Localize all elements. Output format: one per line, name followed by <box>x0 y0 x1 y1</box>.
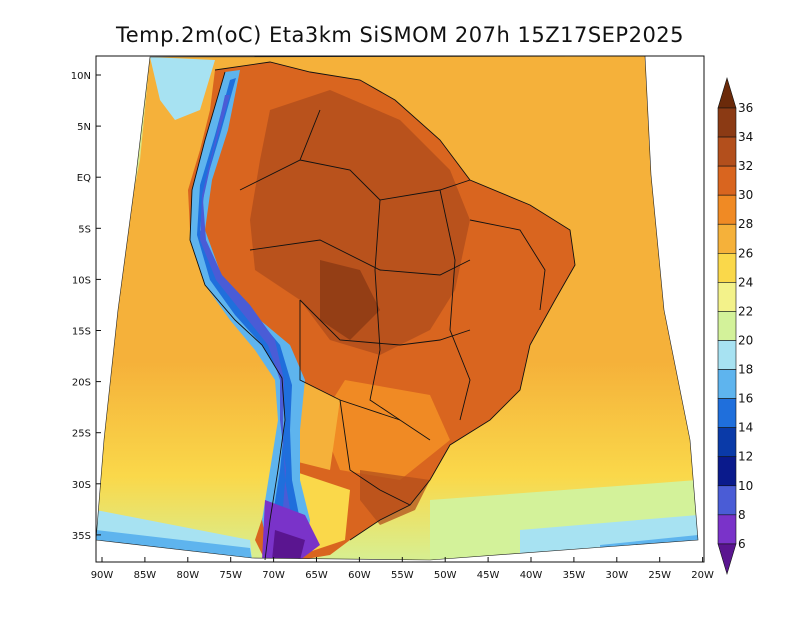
lon-tick-label: 40W <box>520 570 543 581</box>
border-3 <box>369 199 401 421</box>
lat-tick-label: 5S <box>78 224 91 235</box>
border-4 <box>439 189 471 421</box>
colorbar-label: 20 <box>738 333 753 347</box>
border-6 <box>339 399 411 506</box>
colorbar-bin <box>717 340 737 370</box>
border-2 <box>299 299 471 346</box>
colorbar-bin <box>717 485 737 516</box>
interior-hot <box>250 90 470 355</box>
lon-tick-label: 30W <box>605 570 628 581</box>
colorbar-label: 34 <box>738 130 753 144</box>
colorbar-label: 30 <box>738 188 753 202</box>
colorbar-label: 32 <box>738 159 753 173</box>
lon-tick-label: 90W <box>91 570 114 581</box>
colorbar-label: 10 <box>738 479 753 493</box>
colorbar-bin <box>717 311 737 341</box>
border-9 <box>469 219 546 311</box>
lat-tick-label: 5N <box>77 122 91 133</box>
colorbar: 36 34 32 30 28 26 24 22 20 18 16 14 12 10 8 6 <box>717 76 753 575</box>
colorbar-label: 28 <box>738 217 753 231</box>
lon-tick-label: 80W <box>176 570 199 581</box>
colorbar-bin <box>717 107 737 138</box>
lat-tick-label: 35S <box>72 531 91 542</box>
lat-tick-label: 20S <box>72 378 91 389</box>
colorbar-label: 14 <box>738 421 753 435</box>
lat-tick-label: 10S <box>72 275 91 286</box>
country-borders <box>189 61 576 561</box>
coastline-east <box>214 61 576 541</box>
colorbar-label: 8 <box>738 508 746 522</box>
colorbar-bin <box>717 514 737 545</box>
lat-tick-label: 10N <box>71 71 91 82</box>
latitude-axis: 10N 5N EQ 5S 10S 15S 20S 25S 30S 35S <box>71 71 101 542</box>
lat-tick-label: 25S <box>72 429 91 440</box>
colorbar-label: 16 <box>738 392 753 406</box>
colorbar-bin <box>717 398 737 428</box>
border-1 <box>249 239 471 276</box>
lon-tick-label: 75W <box>219 570 242 581</box>
coastline-west <box>189 71 286 561</box>
pacific-cool-north <box>150 57 215 120</box>
colorbar-top-arrow <box>717 76 737 109</box>
colorbar-label: 26 <box>738 246 753 260</box>
colorbar-bin <box>717 369 737 399</box>
temperature-field <box>96 56 698 560</box>
interior-hottest <box>320 260 380 340</box>
domain-outline <box>95 55 699 561</box>
lon-tick-label: 85W <box>134 570 157 581</box>
lat-tick-label: EQ <box>77 173 91 184</box>
colorbar-bin <box>717 253 737 283</box>
lon-tick-label: 50W <box>434 570 457 581</box>
colorbar-bin <box>717 456 737 487</box>
lon-tick-label: 60W <box>348 570 371 581</box>
border-7 <box>299 159 471 201</box>
colorbar-bin <box>717 194 737 225</box>
colorbar-bin <box>717 427 737 458</box>
colorbar-bin <box>717 165 737 196</box>
colorbar-label: 24 <box>738 275 753 289</box>
colorbar-bottom-arrow <box>717 543 737 575</box>
lon-tick-label: 20W <box>691 570 714 581</box>
lat-tick-label: 15S <box>72 327 91 338</box>
colorbar-bin <box>717 136 737 167</box>
patagonia-coldest <box>272 530 305 560</box>
map-title: Temp.2m(oC) Eta3km SiSMOM 207h 15Z17SEP2… <box>115 23 684 47</box>
colorbar-label: 22 <box>738 304 753 318</box>
border-8 <box>239 109 321 191</box>
lon-tick-label: 55W <box>391 570 414 581</box>
longitude-axis: 90W 85W 80W 75W 70W 65W 60W 55W 50W 45W 40W 35W 30W 2… <box>91 557 714 581</box>
southern-brazil-warm <box>320 380 450 480</box>
lon-tick-label: 25W <box>648 570 671 581</box>
axes-frame <box>95 55 705 563</box>
colorbar-label: 6 <box>738 537 746 551</box>
colorbar-label: 12 <box>738 450 753 464</box>
lon-tick-label: 35W <box>563 570 586 581</box>
lon-tick-label: 65W <box>305 570 328 581</box>
colorbar-bin <box>717 223 737 254</box>
colorbar-label: 18 <box>738 363 753 377</box>
lon-tick-label: 70W <box>262 570 285 581</box>
colorbar-bin <box>717 282 737 312</box>
lon-tick-label: 45W <box>477 570 500 581</box>
colorbar-label: 36 <box>738 101 753 115</box>
lat-tick-label: 30S <box>72 480 91 491</box>
